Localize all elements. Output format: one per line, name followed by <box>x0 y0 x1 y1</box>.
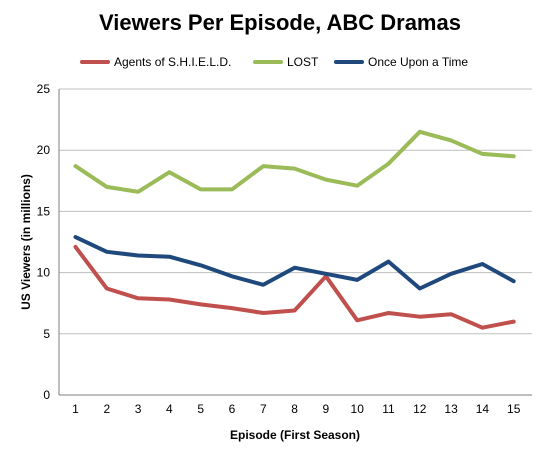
data-point <box>387 162 390 165</box>
data-point <box>137 254 140 257</box>
x-tick-label: 3 <box>135 402 142 416</box>
x-tick-label: 11 <box>382 402 395 416</box>
data-point <box>356 278 359 281</box>
data-point <box>356 184 359 187</box>
data-point <box>231 188 233 191</box>
data-point <box>137 190 140 193</box>
data-point <box>262 165 265 168</box>
data-point <box>418 130 421 133</box>
legend: Agents of S.H.I.E.L.D. LOST Once Upon a Ti… <box>80 55 468 69</box>
x-tick-label: 12 <box>413 402 427 416</box>
gridlines <box>59 88 532 335</box>
data-point <box>168 298 171 301</box>
data-point <box>450 313 453 316</box>
data-point <box>262 283 265 286</box>
y-tick-label: 15 <box>37 204 51 218</box>
x-tick-label: 9 <box>323 402 330 416</box>
data-point <box>481 152 484 155</box>
data-point <box>450 272 453 275</box>
data-point <box>199 303 202 306</box>
data-point <box>387 260 390 263</box>
data-point <box>74 165 77 168</box>
data-point <box>168 171 171 174</box>
data-point <box>74 245 77 248</box>
y-tick-labels: 0 5 10 15 20 25 <box>37 82 51 402</box>
data-point <box>450 139 453 142</box>
data-point <box>481 326 484 329</box>
data-point <box>231 275 233 278</box>
x-tick-label: 14 <box>476 402 490 416</box>
axes <box>58 89 532 396</box>
y-tick-label: 10 <box>37 266 51 280</box>
data-point <box>324 272 327 275</box>
data-point <box>356 319 359 322</box>
data-point <box>231 307 233 310</box>
series-line <box>73 244 516 330</box>
legend-label: LOST <box>287 55 319 69</box>
x-tick-label: 6 <box>229 402 236 416</box>
data-point <box>74 236 77 239</box>
data-point <box>293 309 296 312</box>
y-tick-label: 20 <box>37 143 51 157</box>
x-tick-labels: 1 2 3 4 5 6 7 8 9 10 11 12 13 14 15 <box>72 402 521 416</box>
legend-label: Once Upon a Time <box>368 55 468 69</box>
data-point <box>481 263 484 266</box>
data-point <box>324 178 327 181</box>
data-point <box>199 188 202 191</box>
data-point <box>262 311 265 314</box>
legend-label: Agents of S.H.I.E.L.D. <box>114 55 231 69</box>
data-point <box>293 167 296 170</box>
data-point <box>168 255 171 258</box>
data-point <box>105 250 108 253</box>
data-point <box>137 297 140 300</box>
x-tick-label: 15 <box>507 402 521 416</box>
x-tick-label: 7 <box>260 402 267 416</box>
data-point <box>418 287 421 290</box>
chart-title: Viewers Per Episode, ABC Dramas <box>99 10 461 35</box>
x-tick-label: 1 <box>72 402 79 416</box>
x-tick-label: 2 <box>103 402 110 416</box>
series-lines <box>73 129 516 330</box>
x-tick-label: 5 <box>197 402 204 416</box>
series-line <box>73 129 516 194</box>
x-tick-label: 4 <box>166 402 173 416</box>
data-point <box>512 155 515 158</box>
data-point <box>512 320 515 323</box>
data-point <box>387 311 390 314</box>
x-axis-label: Episode (First Season) <box>230 428 360 442</box>
data-point <box>199 264 202 267</box>
data-point <box>105 185 108 188</box>
data-point <box>418 315 421 318</box>
data-point <box>293 266 296 269</box>
series-line <box>73 235 516 291</box>
y-axis-label: US Viewers (in millions) <box>19 174 33 310</box>
x-tick-label: 8 <box>291 402 298 416</box>
x-tick-label: 10 <box>351 402 365 416</box>
x-tick-label: 13 <box>444 402 458 416</box>
data-point <box>105 287 108 290</box>
data-point <box>512 280 515 283</box>
y-tick-label: 25 <box>37 82 51 96</box>
y-tick-label: 5 <box>43 327 50 341</box>
y-tick-label: 0 <box>43 388 50 402</box>
